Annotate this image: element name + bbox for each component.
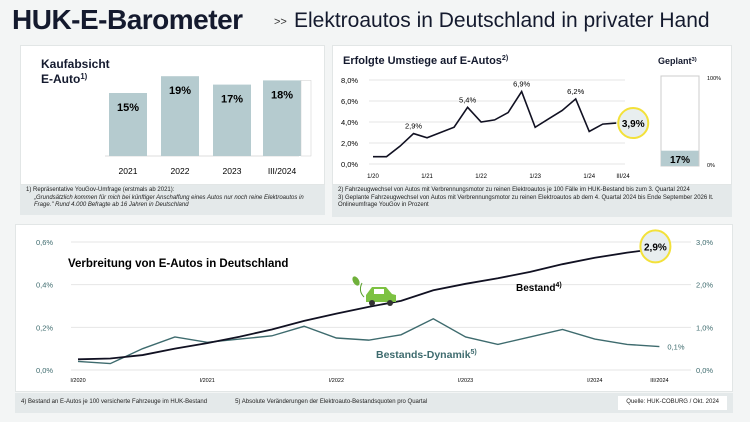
- chart-title: Geplant3): [658, 56, 697, 66]
- dynamik-end-label: 0,1%: [667, 343, 684, 352]
- leaf: [352, 276, 360, 286]
- verbreitung-chart: 0,0% 0,0% 0,2% 1,0% 0,4% 2,0% 0,6% 3,0% I/2020 I/…: [36, 229, 713, 384]
- y-left-tick-label: 0,2%: [36, 323, 53, 332]
- umstiege-line: [373, 89, 617, 158]
- bestand-end-label: 2,9%: [644, 242, 667, 253]
- chart-title: Erfolgte Umstiege auf E-Autos2): [343, 54, 509, 67]
- x-tick-label: III/24: [616, 174, 630, 180]
- x-tick-label: I/2022: [329, 378, 344, 384]
- x-tick-label: 2021: [119, 166, 138, 176]
- x-tick-label: 2022: [171, 166, 190, 176]
- car-window: [374, 289, 384, 294]
- x-tick-label: III/2024: [650, 378, 668, 384]
- x-tick-label: 1/24: [583, 174, 595, 180]
- kaufabsicht-panel: Kaufabsicht E-Auto1) 15% 2021 19% 2022 17% 2023…: [20, 45, 325, 185]
- geplant-bar: [661, 150, 699, 166]
- footnotes-4-5: 4) Bestand an E-Autos je 100 versicherte…: [15, 393, 733, 413]
- umstiege-chart: Erfolgte Umstiege auf E-Autos2) 0,0% 2,0% 4…: [341, 54, 721, 180]
- y-right-tick-label: 1,0%: [696, 323, 713, 332]
- x-tick-label: I/2023: [458, 378, 473, 384]
- x-tick-label: 2023: [223, 166, 242, 176]
- x-tick-label: I/2020: [70, 378, 85, 384]
- cable: [359, 282, 365, 298]
- y-right-tick-label: 2,0%: [696, 281, 713, 290]
- y-right-tick-label: 0,0%: [696, 366, 713, 375]
- x-tick-label: 1/20: [367, 174, 379, 180]
- y-tick-label: 0,0%: [341, 160, 358, 169]
- x-tick-label: I/2021: [200, 378, 215, 384]
- highlight-circle: [617, 107, 650, 140]
- x-tick-label: 1/23: [529, 174, 541, 180]
- data-label: 2,9%: [405, 122, 422, 131]
- bar: [213, 84, 251, 156]
- bar: [109, 93, 147, 156]
- chart-title: Verbreitung von E-Autos in Deutschland: [68, 258, 288, 270]
- footnote-5: 5) Absolute Veränderungen der Elektroaut…: [235, 399, 428, 406]
- y-left-tick-label: 0,6%: [36, 238, 53, 247]
- y-tick-label: 2,0%: [341, 139, 358, 148]
- x-tick-label: 1/21: [421, 174, 433, 180]
- dynamik-line: [77, 318, 660, 365]
- footnote-1: 1) Repräsentative YouGov-Umfrage (erstma…: [20, 185, 325, 215]
- y-tick-label: 8,0%: [341, 76, 358, 85]
- y-left-tick-label: 0,0%: [36, 366, 53, 375]
- data-label: 6,2%: [567, 87, 584, 96]
- x-tick-label: I/2024: [587, 378, 602, 384]
- y-tick-label: 4,0%: [341, 118, 358, 127]
- verbreitung-panel: 0,0% 0,0% 0,2% 1,0% 0,4% 2,0% 0,6% 3,0% I/2020 I/…: [15, 224, 733, 392]
- x-tick-label: III/2024: [268, 166, 297, 176]
- chart-title: E-Auto1): [41, 72, 88, 86]
- data-label: 6,9%: [513, 80, 530, 89]
- highlight-circle: [639, 229, 672, 264]
- y-left-tick-label: 0,4%: [36, 281, 53, 290]
- wheel: [369, 300, 375, 306]
- footnote-1-quote: „Grundsätzlich kommen für mich bei künft…: [34, 194, 304, 209]
- page-subtitle: Elektroautos in Deutschland in privater …: [294, 9, 710, 32]
- bestand-line: [77, 247, 660, 361]
- data-label: 5,4%: [459, 95, 476, 104]
- page-title: HUK-E-Barometer: [12, 4, 243, 35]
- car-body: [366, 287, 396, 302]
- footnote-4: 4) Bestand an E-Autos je 100 versicherte…: [21, 399, 208, 406]
- bar-value-label: 15%: [117, 102, 139, 114]
- bar-value-label: 17%: [221, 94, 243, 106]
- bar: [263, 80, 301, 156]
- footnote-3: 3) Geplante Fahrzeugwechsel von Autos mi…: [338, 194, 714, 209]
- bestand-label: Bestand4): [516, 282, 562, 294]
- footnotes-2-3: 2) Fahrzeugwechsel von Autos mit Verbren…: [332, 185, 732, 217]
- bar-value-label: 18%: [271, 89, 293, 101]
- bar-remainder: [300, 80, 312, 157]
- y-tick-label: 6,0%: [341, 97, 358, 106]
- umstiege-panel: Erfolgte Umstiege auf E-Autos2) 0,0% 2,0% 4…: [332, 45, 732, 185]
- bar: [161, 76, 199, 156]
- bar-value-label: 19%: [169, 85, 191, 97]
- footnote-2: 2) Fahrzeugwechsel von Autos mit Verbren…: [338, 187, 690, 193]
- geplant-value-label: 17%: [670, 155, 690, 166]
- y-right-tick-label: 3,0%: [696, 238, 713, 247]
- wheel: [387, 300, 393, 306]
- footnote-1-text: 1) Repräsentative YouGov-Umfrage (erstma…: [26, 187, 175, 193]
- x-tick-label: 1/22: [475, 174, 487, 180]
- y-tick-label: 100%: [707, 76, 721, 82]
- chart-title: Kaufabsicht: [41, 57, 110, 71]
- highlight-label: 3,9%: [622, 119, 645, 130]
- dynamik-label: Bestands-Dynamik5): [376, 349, 477, 361]
- y-tick-label: 0%: [707, 163, 715, 169]
- electric-car-icon: [352, 276, 396, 306]
- source-label: Quelle: HUK-COBURG / Okt. 2024: [618, 396, 727, 410]
- title-separator: >>: [274, 16, 287, 28]
